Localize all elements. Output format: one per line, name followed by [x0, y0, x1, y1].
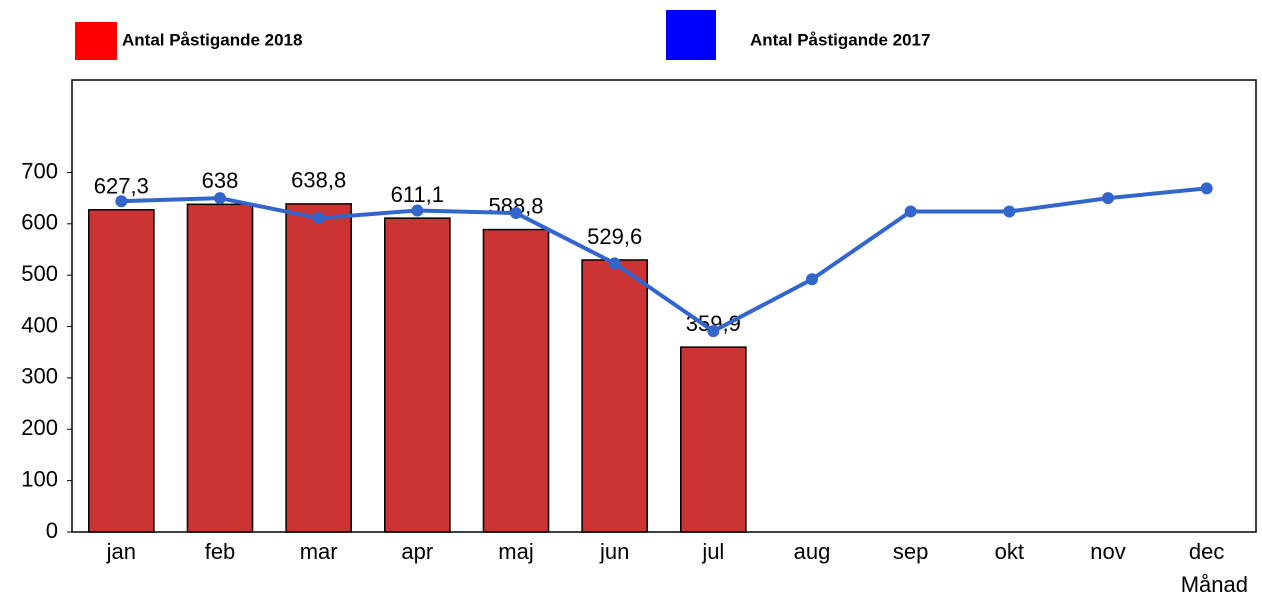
line-point — [115, 195, 128, 208]
line-point — [214, 192, 226, 205]
x-tick-label: mar — [300, 539, 338, 564]
legend-label: Antal Påstigande 2017 — [750, 30, 930, 49]
x-tick-label: jun — [599, 539, 629, 564]
x-tick-label: dec — [1189, 539, 1224, 564]
data-label: 638 — [202, 168, 239, 193]
y-tick-label: 300 — [21, 364, 58, 389]
y-tick-label: 100 — [21, 466, 58, 491]
x-tick-label: jan — [106, 539, 136, 564]
legend-swatch — [75, 22, 117, 60]
line-point — [510, 207, 522, 220]
x-tick-label: sep — [893, 539, 928, 564]
x-axis-label: Månad — [1181, 572, 1248, 596]
y-tick-label: 500 — [21, 261, 58, 286]
line-point — [411, 204, 424, 217]
line-point — [1200, 182, 1213, 195]
data-label: 529,6 — [587, 224, 642, 249]
y-tick-label: 400 — [21, 312, 58, 337]
data-label: 611,1 — [391, 182, 444, 207]
bar — [384, 217, 451, 533]
bar — [482, 228, 550, 533]
legend-label: Antal Påstigande 2018 — [122, 30, 302, 49]
line-point — [1003, 205, 1016, 218]
line-point — [312, 212, 325, 225]
line-point — [608, 257, 621, 270]
y-tick-label: 0 — [46, 518, 58, 543]
bar — [285, 203, 352, 533]
line-point — [904, 205, 917, 218]
x-tick-label: okt — [995, 539, 1024, 564]
y-tick-label: 200 — [21, 415, 58, 440]
y-tick-label: 600 — [21, 210, 58, 235]
bar — [88, 209, 155, 533]
plot-area — [71, 79, 1257, 533]
x-tick-label: nov — [1090, 539, 1125, 564]
x-tick-label: aug — [794, 539, 831, 564]
bar — [680, 346, 747, 533]
line — [121, 186, 1207, 334]
line-point — [806, 273, 818, 286]
data-label: 627,3 — [94, 174, 149, 199]
x-tick-label: apr — [401, 539, 433, 564]
x-tick-label: jul — [701, 539, 724, 564]
legend-swatch — [666, 10, 716, 60]
y-tick-label: 700 — [21, 158, 58, 183]
data-label: 638,8 — [291, 168, 346, 193]
line-point — [707, 325, 720, 338]
x-tick-label: maj — [498, 539, 533, 564]
bar — [581, 259, 648, 533]
x-tick-label: feb — [205, 539, 236, 564]
line-point — [1102, 192, 1114, 205]
bar — [186, 203, 254, 533]
